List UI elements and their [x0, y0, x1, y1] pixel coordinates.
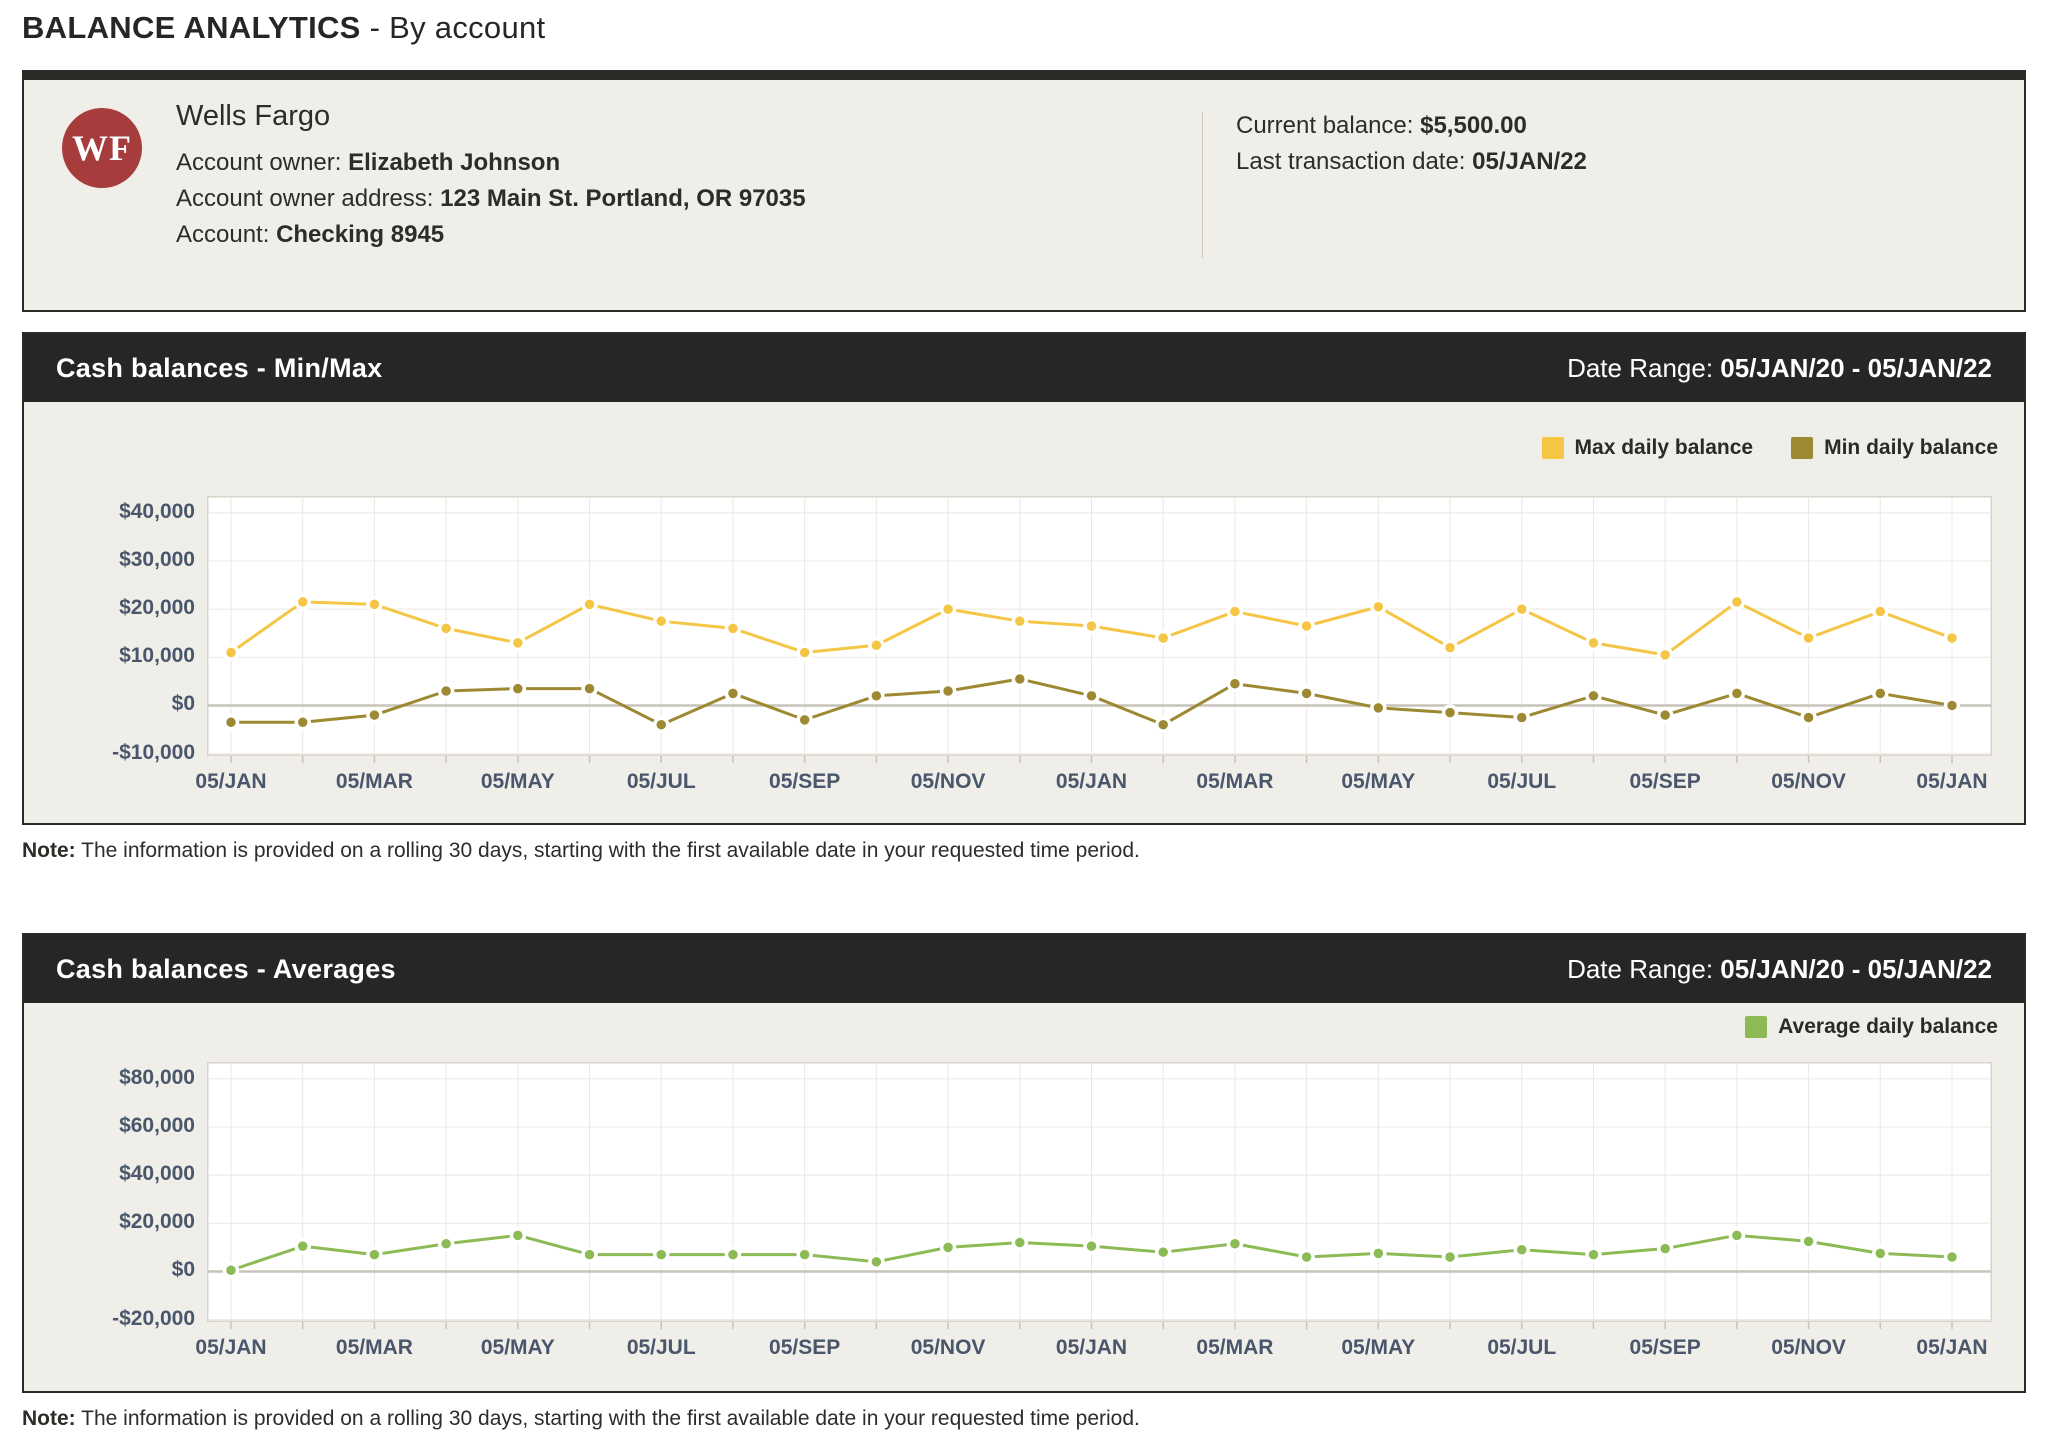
legend-swatch-icon — [1791, 437, 1814, 459]
account-owner-value: Elizabeth Johnson — [348, 149, 561, 176]
account-number-value: Checking 8945 — [276, 221, 445, 248]
x-axis-tick-label: 05/JUL — [1487, 770, 1557, 793]
date-range-label: Date Range: — [1567, 953, 1721, 984]
chart-body-minmax: Max daily balance Min daily balance $40,00… — [24, 402, 2024, 823]
x-axis-tick-label: 05/JUL — [1487, 1336, 1557, 1359]
account-details: Wells Fargo Account owner: Elizabeth Joh… — [176, 100, 806, 253]
y-axis-tick-label: $0 — [171, 692, 195, 716]
bank-name: Wells Fargo — [176, 100, 331, 132]
legend-swatch-icon — [1541, 437, 1564, 459]
y-axis-tick-label: -$10,000 — [112, 740, 195, 764]
current-balance-label: Current balance: — [1236, 112, 1421, 139]
card-divider — [1202, 112, 1203, 258]
y-axis-tick-label: -$20,000 — [112, 1306, 195, 1330]
legend-label: Min daily balance — [1824, 436, 1998, 459]
account-address-label: Account owner address: — [176, 185, 441, 212]
account-address-line: Account owner address: 123 Main St. Port… — [176, 181, 806, 217]
y-axis-tick-label: $20,000 — [119, 1210, 195, 1234]
x-axis-tick-label: 05/JUL — [626, 770, 696, 793]
last-transaction-label: Last transaction date: — [1236, 148, 1473, 175]
chart-title-averages: Cash balances - Averages — [56, 953, 396, 984]
page-title-main: BALANCE ANALYTICS — [22, 10, 361, 45]
account-address-value: 123 Main St. Portland, OR 97035 — [440, 185, 806, 212]
x-axis-tick-label: 05/JUL — [626, 1336, 696, 1359]
last-transaction-value: 05/JAN/22 — [1472, 148, 1587, 175]
x-axis-tick-label: 05/SEP — [1629, 770, 1701, 793]
y-axis-tick-label: $20,000 — [119, 596, 195, 620]
legend-swatch-icon — [1745, 1016, 1768, 1038]
averages-line-chart — [207, 1062, 1992, 1329]
chart-body-averages: Average daily balance $80,000 $60,000 $40,0… — [24, 1003, 2024, 1391]
account-owner-label: Account owner: — [176, 149, 349, 176]
account-owner-line: Account owner: Elizabeth Johnson — [176, 145, 806, 181]
note-label: Note: — [22, 839, 76, 862]
page-title-suffix: - By account — [360, 10, 546, 45]
legend-item: Average daily balance — [1745, 1015, 1998, 1039]
x-axis-tick-label: 05/MAR — [335, 770, 413, 793]
current-balance-line: Current balance: $5,500.00 — [1236, 108, 1587, 144]
account-number-line: Account: Checking 8945 — [176, 217, 806, 253]
current-balance-value: $5,500.00 — [1420, 112, 1527, 139]
date-range-value: 05/JAN/20 - 05/JAN/22 — [1720, 352, 1992, 383]
legend-label: Max daily balance — [1574, 436, 1754, 459]
x-axis-tick-label: 05/JAN — [1055, 1336, 1128, 1359]
note-label: Note: — [22, 1407, 76, 1430]
y-axis-labels: $40,000 $30,000 $20,000 $10,000 $0 -$10,000 — [24, 496, 207, 764]
x-axis-tick-label: 05/MAR — [1196, 770, 1274, 793]
legend-item: Max daily balance — [1541, 436, 1754, 460]
legend-item: Min daily balance — [1791, 436, 1998, 460]
x-axis-tick-label: 05/SEP — [1629, 1336, 1701, 1359]
y-axis-tick-label: $10,000 — [119, 644, 195, 668]
x-axis-tick-label: 05/NOV — [1771, 770, 1846, 793]
chart-panel-averages: Cash balances - Averages Date Range: 05/… — [22, 933, 2026, 1393]
y-axis-labels: $80,000 $60,000 $40,000 $20,000 $0 -$20,000 — [24, 1062, 207, 1330]
x-axis-tick-label: 05/NOV — [1771, 1336, 1846, 1359]
legend: Average daily balance — [1745, 1015, 1998, 1039]
note-averages: Note: The information is provided on a r… — [22, 1407, 2026, 1431]
legend-label: Average daily balance — [1778, 1015, 1998, 1038]
y-axis-tick-label: $80,000 — [119, 1065, 195, 1089]
x-axis-tick-label: 05/MAR — [335, 1336, 413, 1359]
note-text: The information is provided on a rolling… — [75, 1407, 1140, 1430]
x-axis-tick-label: 05/MAR — [1196, 1336, 1274, 1359]
last-transaction-line: Last transaction date: 05/JAN/22 — [1236, 144, 1587, 180]
bank-logo-icon: WF — [62, 108, 142, 188]
x-axis-tick-label: 05/JAN — [1055, 770, 1128, 793]
y-axis-tick-label: $40,000 — [119, 1162, 195, 1186]
minmax-line-chart — [207, 496, 1992, 763]
chart-title-minmax: Cash balances - Min/Max — [56, 352, 383, 383]
account-summary-card: WF Wells Fargo Account owner: Elizabeth … — [22, 70, 2026, 312]
y-axis-tick-label: $0 — [171, 1258, 195, 1282]
bank-logo-monogram: WF — [72, 128, 132, 168]
date-range-minmax: Date Range: 05/JAN/20 - 05/JAN/22 — [1567, 353, 1992, 384]
y-axis-tick-label: $40,000 — [119, 499, 195, 523]
x-axis-tick-label: 05/SEP — [769, 1336, 841, 1359]
x-axis-tick-label: 05/SEP — [769, 770, 841, 793]
page-title: BALANCE ANALYTICS - By account — [22, 0, 2026, 46]
note-minmax: Note: The information is provided on a r… — [22, 839, 2026, 863]
date-range-value: 05/JAN/20 - 05/JAN/22 — [1720, 953, 1992, 984]
note-text: The information is provided on a rolling… — [75, 839, 1140, 862]
x-axis-tick-label: 05/MAY — [1341, 1336, 1416, 1359]
x-axis-tick-label: 05/MAY — [1341, 770, 1416, 793]
chart-panel-minmax-header: Cash balances - Min/Max Date Range: 05/J… — [24, 334, 2024, 402]
chart-panel-minmax: Cash balances - Min/Max Date Range: 05/J… — [22, 332, 2026, 825]
x-axis-tick-label: 05/NOV — [910, 1336, 986, 1359]
balance-details: Current balance: $5,500.00 Last transact… — [1236, 108, 1587, 180]
x-axis-tick-label: 05/JAN — [1916, 770, 1988, 793]
account-number-label: Account: — [176, 221, 277, 248]
y-axis-tick-label: $60,000 — [119, 1114, 195, 1137]
y-axis-tick-label: $30,000 — [119, 548, 195, 571]
chart-panel-averages-header: Cash balances - Averages Date Range: 05/… — [24, 935, 2024, 1003]
legend: Max daily balance Min daily balance — [1541, 436, 1998, 460]
x-axis-tick-label: 05/JAN — [1916, 1336, 1988, 1359]
x-axis-tick-label: 05/MAY — [480, 1336, 555, 1359]
x-axis-tick-label: 05/MAY — [480, 770, 555, 793]
date-range-label: Date Range: — [1567, 352, 1721, 383]
x-axis-tick-label: 05/JAN — [195, 1336, 267, 1359]
x-axis-tick-label: 05/JAN — [195, 770, 267, 793]
date-range-averages: Date Range: 05/JAN/20 - 05/JAN/22 — [1567, 954, 1992, 985]
x-axis-tick-label: 05/NOV — [910, 770, 986, 793]
